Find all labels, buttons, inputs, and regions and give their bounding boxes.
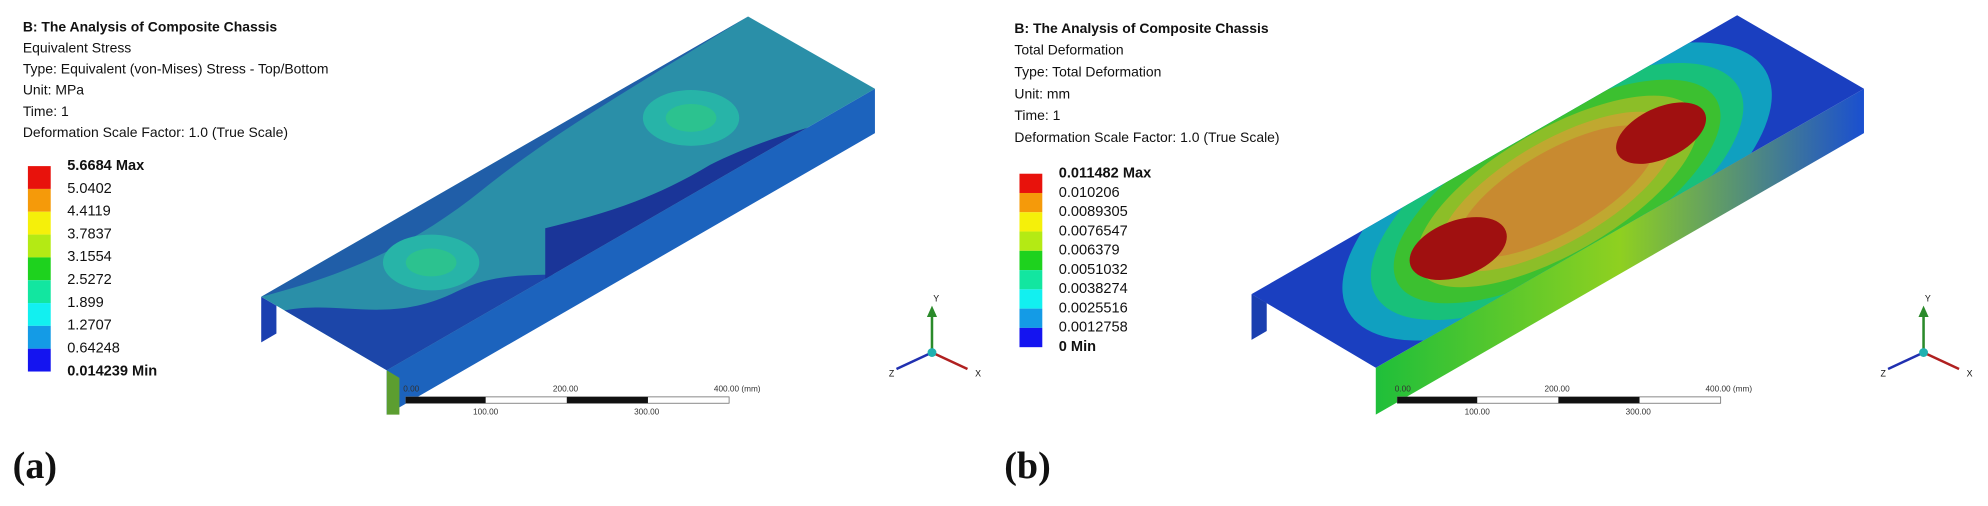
legend-label: 0.006379 xyxy=(1059,243,1120,259)
axis-label: X xyxy=(1967,368,1973,378)
panel: B: The Analysis of Composite Chassis Equi… xyxy=(13,19,981,487)
scale-label: 0.00 xyxy=(1395,384,1411,393)
axis-x xyxy=(1923,351,1960,371)
panel: B: The Analysis of Composite Chassis Tota… xyxy=(1004,20,1972,487)
panel-title: B: The Analysis of Composite Chassis xyxy=(1014,20,1269,36)
legend-label: 1.899 xyxy=(67,295,103,311)
info-line: Time: 1 xyxy=(23,103,69,119)
legend-swatch xyxy=(27,211,51,235)
legend-label: 2.5272 xyxy=(67,272,112,288)
info-line: Unit: mm xyxy=(1014,85,1070,101)
legend-label: 0.0038274 xyxy=(1059,281,1128,297)
scale-bar-segment xyxy=(1397,396,1478,404)
legend-swatch xyxy=(27,325,51,349)
legend-swatch xyxy=(1019,327,1043,348)
info-line: Type: Total Deformation xyxy=(1014,63,1161,79)
axis-label: X xyxy=(975,368,981,378)
legend-label: 4.4119 xyxy=(67,204,111,220)
legend-swatch xyxy=(27,348,51,372)
axis-z xyxy=(895,351,933,371)
legend-label: 0.011482 Max xyxy=(1059,166,1151,182)
scale-label: 300.00 xyxy=(634,407,660,416)
legend-label: 3.7837 xyxy=(67,226,112,242)
legend-label: 5.0402 xyxy=(67,181,112,197)
info-line: Equivalent Stress xyxy=(23,40,131,56)
axis-y-head xyxy=(926,305,938,317)
legend-label: 0.014239 Min xyxy=(67,363,157,379)
scale-label: 200.00 xyxy=(553,384,579,393)
scale-label: 300.00 xyxy=(1626,407,1652,416)
scale-label: 200.00 xyxy=(1545,384,1571,393)
axis-y-head xyxy=(1918,305,1929,317)
scale-label: 0.00 xyxy=(403,384,419,393)
axis-label: Z xyxy=(889,368,895,378)
legend-label: 0.0076547 xyxy=(1059,223,1128,239)
scale-bar-segment xyxy=(566,396,648,404)
info-line: Deformation Scale Factor: 1.0 (True Scal… xyxy=(23,124,288,140)
legend-swatch xyxy=(27,303,51,326)
scale-label: 100.00 xyxy=(1465,407,1491,416)
legend-swatch xyxy=(1019,212,1043,232)
legend-swatch xyxy=(27,280,51,304)
legend-swatch xyxy=(1019,173,1043,193)
info-line: Total Deformation xyxy=(1014,42,1123,58)
legend-swatch xyxy=(1019,289,1043,309)
info-line: Deformation Scale Factor: 1.0 (True Scal… xyxy=(1014,129,1279,145)
legend-label: 0.0012758 xyxy=(1059,320,1128,336)
panel-label: (b) xyxy=(1004,445,1050,487)
scale-label: 400.00 (mm) xyxy=(714,384,761,393)
legend-swatch xyxy=(27,188,51,212)
legend-label: 0.0025516 xyxy=(1059,300,1128,316)
legend-label: 5.6684 Max xyxy=(67,158,144,174)
scale-label: 400.00 (mm) xyxy=(1705,384,1752,393)
info-line: Type: Equivalent (von-Mises) Stress - To… xyxy=(23,61,329,77)
legend-label: 0.0089305 xyxy=(1059,204,1128,220)
legend-swatch xyxy=(27,257,51,281)
axis-origin xyxy=(927,348,937,357)
legend-swatch xyxy=(27,166,51,189)
legend-swatch xyxy=(1019,250,1043,271)
legend-label: 0.64248 xyxy=(67,341,120,357)
scale-bar-segment xyxy=(405,396,486,404)
panel-title: B: The Analysis of Composite Chassis xyxy=(23,19,278,35)
axis-label: Y xyxy=(933,294,939,304)
panel-label: (a) xyxy=(13,445,57,487)
legend-label: 1.2707 xyxy=(67,318,112,334)
scale-label: 100.00 xyxy=(473,407,499,416)
scale-bar-segment xyxy=(1558,396,1640,404)
legend-label: 0 Min xyxy=(1059,339,1096,355)
axis-label: Y xyxy=(1925,294,1931,304)
legend-label: 0.010206 xyxy=(1059,185,1120,201)
legend-swatch xyxy=(1019,192,1043,213)
legend-label: 0.0051032 xyxy=(1059,262,1128,278)
legend-label: 3.1554 xyxy=(67,249,112,265)
axis-x xyxy=(931,351,969,371)
axis-origin xyxy=(1919,348,1928,357)
axis-z xyxy=(1887,351,1925,371)
axis-label: Z xyxy=(1880,368,1886,378)
chassis-model-b xyxy=(1251,15,1864,415)
info-line: Unit: MPa xyxy=(23,82,84,98)
legend-swatch xyxy=(1019,308,1043,328)
legend-swatch xyxy=(1019,270,1043,290)
info-line: Time: 1 xyxy=(1014,107,1060,123)
chassis-model-a xyxy=(261,16,875,415)
legend-swatch xyxy=(27,234,51,258)
legend-swatch xyxy=(1019,231,1043,251)
panels: B: The Analysis of Composite Chassis Equi… xyxy=(13,15,1973,487)
